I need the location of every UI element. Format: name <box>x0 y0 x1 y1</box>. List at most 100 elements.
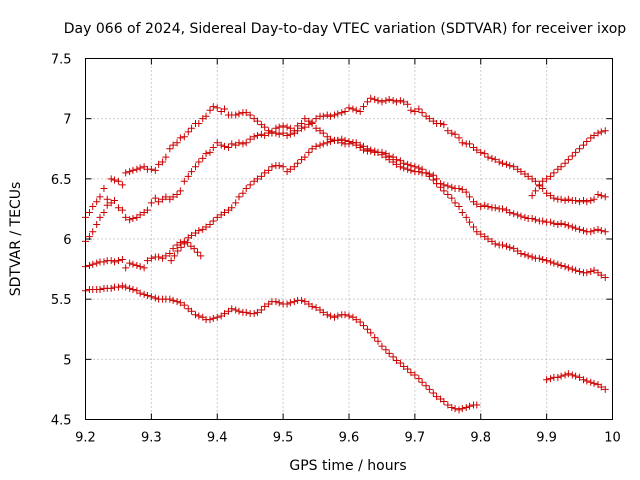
data-point <box>462 188 470 196</box>
x-tick-label: 9.6 <box>339 431 360 446</box>
data-point <box>286 130 294 138</box>
data-point <box>286 124 294 132</box>
data-point <box>385 349 393 357</box>
data-point <box>601 127 609 135</box>
data-point <box>547 172 555 180</box>
data-point <box>272 129 280 137</box>
data-point <box>143 206 151 214</box>
data-point <box>334 312 342 320</box>
data-point <box>557 219 565 227</box>
data-point <box>448 129 456 137</box>
data-point <box>455 406 463 414</box>
data-point <box>597 128 605 136</box>
data-point <box>411 107 419 115</box>
data-point <box>96 193 104 201</box>
data-point <box>103 201 111 209</box>
data-point <box>100 184 108 192</box>
data-point <box>305 148 313 156</box>
data-point <box>114 204 122 212</box>
data-point <box>392 98 400 106</box>
data-point <box>107 284 115 292</box>
data-point <box>466 193 474 201</box>
data-point <box>378 98 386 106</box>
data-point <box>232 111 240 119</box>
data-point <box>301 115 309 123</box>
data-point <box>253 175 261 183</box>
data-point <box>564 156 572 164</box>
data-point <box>444 127 452 135</box>
data-point <box>444 401 452 409</box>
data-point <box>385 95 393 103</box>
data-point <box>535 254 543 262</box>
data-point <box>448 183 456 191</box>
data-point <box>528 215 536 223</box>
data-point <box>455 134 463 142</box>
data-point <box>374 97 382 105</box>
data-point <box>319 112 327 120</box>
data-point <box>440 121 448 129</box>
data-point <box>126 216 134 224</box>
data-point <box>176 134 184 142</box>
data-point <box>268 163 276 171</box>
data-point <box>484 235 492 243</box>
data-point <box>415 164 423 172</box>
data-point <box>601 193 609 201</box>
data-point <box>275 130 283 138</box>
data-point <box>228 140 236 148</box>
data-point <box>392 156 400 164</box>
data-point <box>107 257 115 265</box>
data-point <box>192 311 200 319</box>
series-track-3 <box>82 136 609 282</box>
data-point <box>550 169 558 177</box>
data-point <box>444 182 452 190</box>
axis-ticks <box>85 58 613 420</box>
data-point <box>458 139 466 147</box>
data-point <box>195 227 203 235</box>
data-point <box>601 274 609 282</box>
data-point <box>155 160 163 168</box>
data-point <box>301 123 309 131</box>
data-point <box>118 282 126 290</box>
data-point <box>455 184 463 192</box>
data-point <box>363 98 371 106</box>
data-point <box>484 153 492 161</box>
data-point <box>173 190 181 198</box>
data-point <box>418 109 426 117</box>
data-point <box>561 263 569 271</box>
data-point <box>100 258 108 266</box>
data-point <box>136 263 144 271</box>
y-tick-label: 5.5 <box>51 293 72 308</box>
data-point <box>396 97 404 105</box>
data-point <box>455 203 463 211</box>
data-point <box>418 165 426 173</box>
data-point <box>425 115 433 123</box>
data-point <box>220 209 228 217</box>
data-point <box>114 177 122 185</box>
data-point <box>89 228 97 236</box>
y-tick-label: 7.5 <box>51 53 72 68</box>
data-point <box>239 189 247 197</box>
data-point <box>110 176 118 184</box>
data-point <box>531 187 539 195</box>
data-point <box>451 405 459 413</box>
data-point <box>550 194 558 202</box>
series-track-2 <box>82 94 609 245</box>
data-point <box>352 106 360 114</box>
data-point <box>159 158 167 166</box>
x-tick-label: 9.9 <box>536 431 557 446</box>
data-point <box>232 199 240 207</box>
data-point <box>261 169 269 177</box>
data-point <box>374 337 382 345</box>
data-point <box>572 224 580 232</box>
data-point <box>96 286 104 294</box>
data-point <box>521 213 529 221</box>
data-point <box>126 259 134 267</box>
data-point <box>170 252 178 260</box>
data-point <box>576 225 584 233</box>
data-point <box>466 140 474 148</box>
data-point <box>462 403 470 411</box>
data-point <box>107 175 115 183</box>
x-axis-label: GPS time / hours <box>289 458 406 474</box>
data-point <box>356 141 364 149</box>
data-point <box>298 296 306 304</box>
